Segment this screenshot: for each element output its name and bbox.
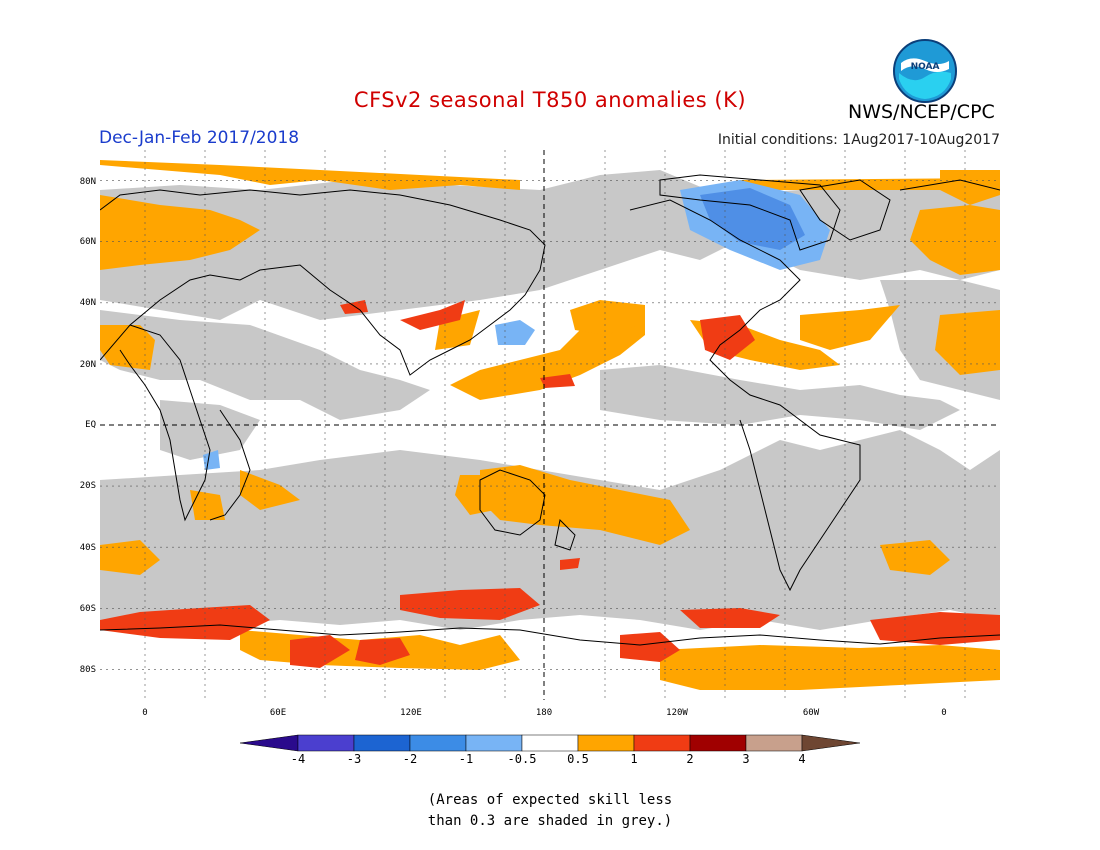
graticule	[100, 150, 1000, 700]
colorbar-label: 3	[742, 752, 750, 766]
chart-title: CFSv2 seasonal T850 anomalies (K)	[353, 88, 747, 112]
colorbar-segment	[297, 734, 355, 752]
colorbar-segment	[689, 734, 747, 752]
lat-label: 80S	[79, 665, 96, 675]
colorbar-label: -1	[458, 752, 474, 766]
lon-label: 120E	[400, 708, 422, 718]
colorbar-segment	[521, 734, 579, 752]
anomaly-map	[100, 150, 1000, 700]
lat-label: 20S	[79, 481, 96, 491]
colorbar-label: -0.5	[507, 752, 537, 766]
lon-label: 60E	[269, 708, 287, 718]
lon-label: 120W	[666, 708, 688, 718]
colorbar-segment	[745, 734, 803, 752]
colorbar-label: 4	[798, 752, 806, 766]
lon-label: 0	[941, 708, 947, 718]
initial-conditions-label: Initial conditions: 1Aug2017-10Aug2017	[717, 132, 1000, 148]
lon-label: 60W	[802, 708, 820, 718]
colorbar-label: 2	[686, 752, 694, 766]
lat-label: 20N	[79, 360, 96, 370]
lon-label: 180	[535, 708, 553, 718]
lat-label: EQ	[85, 420, 96, 430]
lat-label: 60S	[79, 604, 96, 614]
noaa-logo-icon: NOAA	[893, 39, 957, 103]
lat-label: 60N	[79, 237, 96, 247]
skill-note-line1: (Areas of expected skill less	[427, 792, 673, 808]
reference-lines	[100, 150, 1000, 700]
colorbar-segment	[409, 734, 467, 752]
lon-label: 0	[142, 708, 148, 718]
colorbar-label: -4	[290, 752, 306, 766]
colorbar-segment	[465, 734, 523, 752]
lat-label: 80N	[79, 177, 96, 187]
coastlines	[100, 174, 1000, 646]
lat-label: 40S	[79, 543, 96, 553]
colorbar-label: 0.5	[567, 752, 589, 766]
colorbar	[240, 734, 860, 752]
colorbar-segment	[801, 734, 860, 752]
skill-note-line2: than 0.3 are shaded in grey.)	[427, 813, 673, 829]
colorbar-segment	[577, 734, 635, 752]
colorbar-segment	[240, 734, 299, 752]
colorbar-label: -3	[346, 752, 362, 766]
skill-note: (Areas of expected skill less than 0.3 a…	[0, 790, 1100, 832]
negative-anomaly-1-to-2	[700, 188, 805, 250]
agency-label: NWS/NCEP/CPC	[848, 101, 995, 123]
logo-text: NOAA	[911, 62, 940, 72]
colorbar-segment	[353, 734, 411, 752]
colorbar-label: 1	[630, 752, 638, 766]
colorbar-label: -2	[402, 752, 418, 766]
period-label: Dec-Jan-Feb 2017/2018	[99, 128, 300, 148]
lat-label: 40N	[79, 298, 96, 308]
colorbar-segment	[633, 734, 691, 752]
